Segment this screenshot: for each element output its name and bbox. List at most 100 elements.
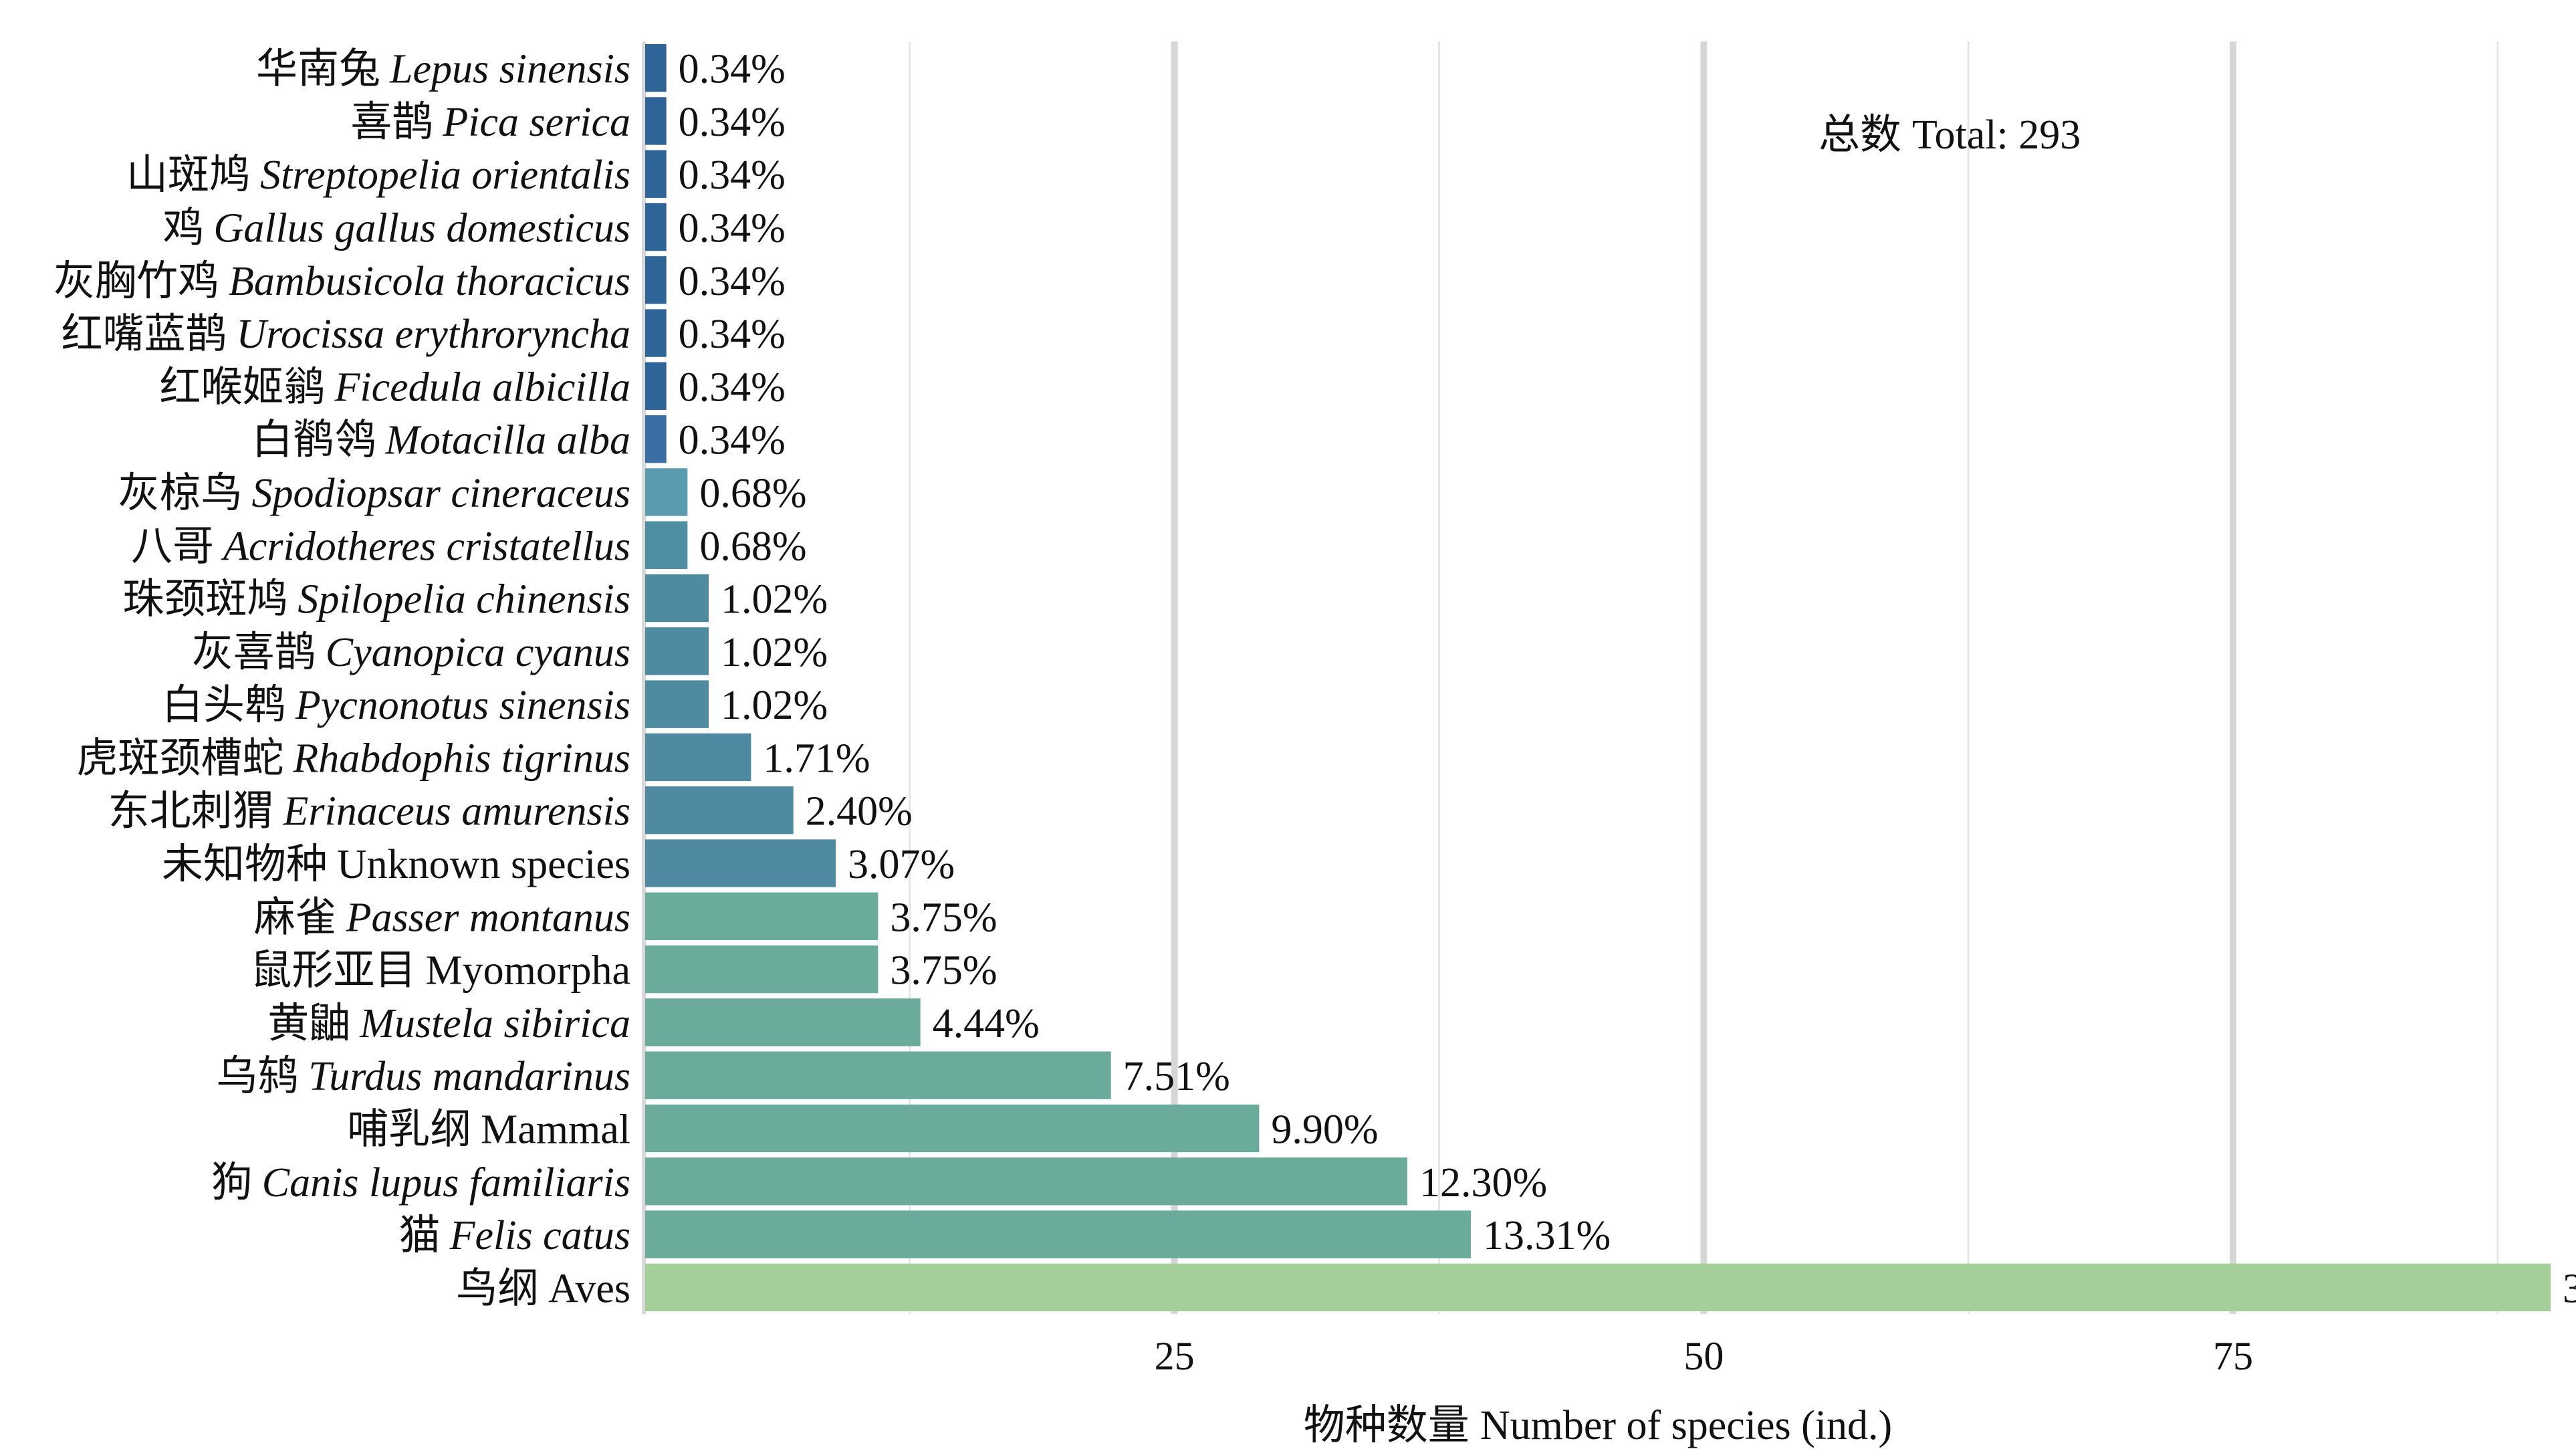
category-label-cn: 山斑鸠 [126,150,251,199]
bar [645,43,667,92]
category-label: 乌鸫 Turdus mandarinus [216,1051,630,1100]
category-label-cn: 白鹡鸰 [251,415,376,464]
category-label: 鸡 Gallus gallus domesticus [163,203,630,252]
x-axis-title: 物种数量 Number of species (ind.) [1304,1400,1892,1449]
bar [645,786,794,834]
bar [645,998,921,1046]
value-label: 2.40% [806,789,913,834]
bar [645,362,667,411]
value-label: 0.34% [679,47,786,92]
category-label-cn: 麻雀 [254,892,337,941]
category-label: 喜鹊 Pica serica [350,97,630,146]
bar [645,521,688,569]
value-label: 1.02% [721,683,828,728]
total-annotation-en: Total: 293 [1912,112,2081,158]
x-axis-title-en: Number of species (ind.) [1480,1403,1892,1448]
category-label-cn: 灰喜鹊 [192,627,316,676]
category-label-cn: 八哥 [131,521,214,570]
category-label-cn: 虎斑颈槽蛇 [76,733,283,782]
category-label: 灰椋鸟 Spodiopsar cineraceus [118,468,630,517]
category-label-cn: 黄鼬 [267,998,350,1047]
value-label: 3.07% [848,842,955,887]
category-label: 山斑鸠 Streptopelia orientalis [126,150,630,199]
bar [645,892,879,940]
bar [645,733,751,782]
category-label-cn: 红喉姬鹟 [159,362,325,411]
category-label-scientific: Felis catus [449,1213,630,1258]
category-label-cn: 灰椋鸟 [118,468,242,517]
value-label: 0.34% [679,259,786,304]
value-label: 0.34% [679,152,786,198]
category-label-cn: 珠颈斑鸠 [122,574,288,623]
value-label: 1.02% [721,577,828,623]
category-label-scientific: Bambusicola thoracicus [229,259,630,304]
category-label-english: Unknown species [337,842,630,887]
category-label: 白头鹎 Pycnonotus sinensis [162,680,630,729]
category-label-scientific: Pycnonotus sinensis [295,683,630,728]
value-label: 1.02% [721,630,828,675]
category-label: 华南兔 Lepus sinensis [256,44,630,93]
category-label-cn: 东北刺猬 [108,786,273,835]
value-label: 13.31% [1483,1213,1611,1258]
category-label: 红嘴蓝鹊 Urocissa erythroryncha [62,309,631,358]
x-tick-label: 25 [1155,1334,1195,1378]
category-label: 灰胸竹鸡 Bambusicola thoracicus [53,256,630,305]
category-label: 猫 Felis catus [399,1210,630,1259]
category-label-cn: 未知物种 [162,839,328,888]
value-label: 0.34% [679,312,786,357]
category-label-scientific: Urocissa erythroryncha [237,312,630,357]
bar [645,1104,1260,1153]
category-label: 白鹡鸰 Motacilla alba [251,415,630,464]
category-label-cn: 喜鹊 [350,97,433,146]
category-label-scientific: Motacilla alba [384,418,630,463]
category-label-scientific: Acridotheres cristatellus [221,524,630,569]
x-tick-labels: 25 50 75 [1155,1334,2253,1378]
value-label: 7.51% [1123,1054,1230,1099]
category-label-english: Myomorpha [425,948,630,994]
total-annotation-cn: 总数 [1819,110,1901,158]
category-label-scientific: Spodiopsar cineraceus [251,471,630,516]
category-label: 黄鼬 Mustela sibirica [267,998,630,1047]
category-label-scientific: Ficedula albicilla [334,364,630,410]
category-label: 狗 Canis lupus familiaris [211,1157,630,1206]
category-label-scientific: Erinaceus amurensis [283,789,631,834]
bar [645,680,709,728]
category-label: 未知物种 Unknown species [162,839,630,888]
category-label: 鼠形亚目 Myomorpha [250,945,630,994]
bar [645,839,836,887]
category-label: 哺乳纲 Mammal [347,1104,630,1153]
category-label-cn: 鸡 [163,203,205,252]
bar [645,627,709,675]
category-label-english: Aves [548,1266,630,1311]
category-label-cn: 红嘴蓝鹊 [62,309,227,358]
category-label-cn: 哺乳纲 [347,1104,471,1153]
value-label: 0.34% [679,206,786,251]
bar [645,256,667,304]
x-tick-label: 50 [1683,1334,1724,1378]
category-label: 麻雀 Passer montanus [254,892,630,941]
category-label-scientific: Passer montanus [346,895,630,940]
category-label-cn: 狗 [211,1157,253,1206]
value-label: 12.30% [1419,1160,1547,1206]
value-label: 0.34% [679,364,786,410]
value-label: 9.90% [1271,1107,1378,1152]
value-label: 30.72% [2563,1266,2576,1311]
bar [645,945,879,994]
bar [645,468,688,516]
category-label-scientific: Turdus mandarinus [308,1054,630,1099]
bar [645,574,709,623]
value-label: 0.34% [679,418,786,463]
category-label-scientific: Mustela sibirica [359,1001,630,1046]
bar [645,150,667,198]
category-label: 八哥 Acridotheres cristatellus [131,521,630,570]
category-label-cn: 灰胸竹鸡 [53,256,219,305]
category-label-scientific: Rhabdophis tigrinus [292,736,630,781]
bar [645,203,667,251]
category-label-scientific: Cyanopica cyanus [326,630,630,675]
bar [645,1157,1407,1206]
value-label: 4.44% [933,1001,1040,1046]
category-label-scientific: Pica serica [442,100,630,145]
